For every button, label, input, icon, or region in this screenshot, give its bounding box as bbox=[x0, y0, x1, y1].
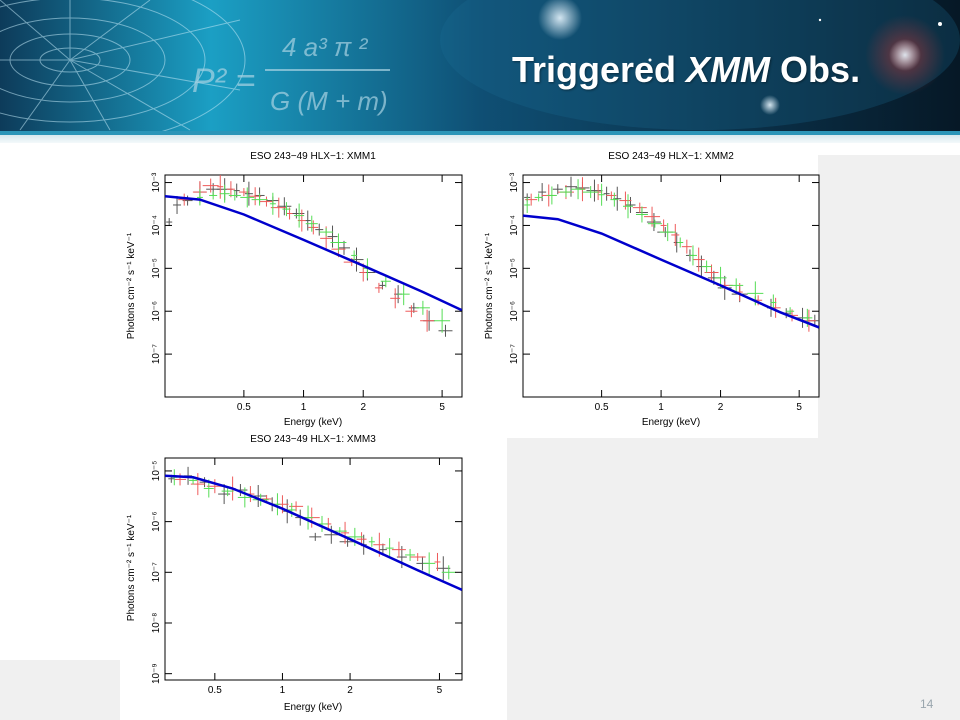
x-axis-label: Energy (keV) bbox=[642, 417, 700, 428]
y-axis-label: Photons cm⁻² s⁻¹ keV⁻¹ bbox=[126, 232, 137, 339]
y-tick-label: 10⁻⁵ bbox=[509, 258, 520, 279]
y-tick-label: 10⁻⁷ bbox=[151, 344, 162, 364]
x-tick-label: 2 bbox=[347, 685, 353, 696]
x-tick-label: 1 bbox=[280, 685, 286, 696]
x-axis-label: Energy (keV) bbox=[284, 417, 342, 428]
y-tick-label: 10⁻⁹ bbox=[151, 663, 162, 684]
y-tick-label: 10⁻⁶ bbox=[151, 511, 162, 532]
title-italic: XMM bbox=[686, 49, 771, 90]
plot-area bbox=[523, 176, 819, 332]
x-tick-label: 2 bbox=[360, 402, 366, 413]
spectrum-chart-xmm1: ESO 243−49 HLX−1: XMM1 2004-11-23 Energy… bbox=[126, 151, 463, 428]
x-tick-label: 5 bbox=[437, 685, 443, 696]
y-tick-label: 10⁻⁶ bbox=[509, 301, 520, 322]
header-banner: P² = 4 a³ π ² G (M + m) bbox=[0, 0, 960, 131]
y-tick-label: 10⁻⁴ bbox=[509, 215, 520, 236]
chart-title: ESO 243−49 HLX−1: XMM1 bbox=[250, 151, 376, 162]
model-curve bbox=[165, 474, 462, 592]
y-tick-label: 10⁻⁵ bbox=[151, 461, 162, 482]
title-end: Obs. bbox=[770, 49, 861, 90]
formula-denominator: G (M + m) bbox=[270, 86, 388, 116]
slide-title: Triggered XMM Obs. bbox=[512, 48, 860, 92]
y-tick-label: 10⁻⁴ bbox=[151, 215, 162, 236]
model-curve bbox=[165, 194, 462, 312]
model-curve bbox=[523, 214, 819, 329]
x-tick-label: 5 bbox=[796, 402, 802, 413]
plot-frame bbox=[522, 174, 820, 398]
plot-area bbox=[165, 466, 462, 592]
banner-background: P² = 4 a³ π ² G (M + m) bbox=[0, 0, 960, 131]
x-tick-label: 1 bbox=[301, 402, 307, 413]
x-tick-label: 0.5 bbox=[595, 402, 609, 413]
spectrum-chart-xmm3: ESO 243−49 HLX−1: XMM3 2010-05-14 Energy… bbox=[126, 434, 463, 713]
header-stripe bbox=[0, 131, 960, 135]
plot-area bbox=[165, 175, 462, 337]
formula-lhs: P² = bbox=[192, 62, 255, 100]
background-panel bbox=[507, 438, 960, 720]
plot-frame bbox=[164, 174, 463, 398]
title-main: Triggered bbox=[512, 49, 687, 90]
y-axis-label: Photons cm⁻² s⁻¹ keV⁻¹ bbox=[484, 232, 495, 339]
x-tick-label: 1 bbox=[658, 402, 664, 413]
y-tick-label: 10⁻³ bbox=[151, 172, 162, 192]
y-axis-label: Photons cm⁻² s⁻¹ keV⁻¹ bbox=[126, 514, 137, 621]
x-tick-label: 5 bbox=[439, 402, 445, 413]
page-number: 14 bbox=[920, 697, 934, 711]
y-tick-label: 10⁻⁶ bbox=[151, 301, 162, 322]
chart-title: ESO 243−49 HLX−1: XMM3 bbox=[250, 434, 376, 445]
x-tick-label: 2 bbox=[718, 402, 724, 413]
formula-numerator: 4 a³ π ² bbox=[282, 32, 369, 62]
header-stripe-light bbox=[0, 135, 960, 143]
y-tick-label: 10⁻⁸ bbox=[151, 613, 162, 634]
chart-title: ESO 243−49 HLX−1: XMM2 bbox=[608, 151, 734, 162]
y-tick-label: 10⁻⁷ bbox=[151, 562, 162, 582]
y-tick-label: 10⁻³ bbox=[509, 172, 520, 192]
y-tick-label: 10⁻⁷ bbox=[509, 344, 520, 364]
spectrum-chart-xmm2: ESO 243−49 HLX−1: XMM2 2008-11-28 Energy… bbox=[484, 151, 820, 428]
y-tick-label: 10⁻⁵ bbox=[151, 258, 162, 279]
x-axis-label: Energy (keV) bbox=[284, 702, 342, 713]
background-panel bbox=[0, 660, 120, 720]
x-tick-label: 0.5 bbox=[208, 685, 222, 696]
x-tick-label: 0.5 bbox=[237, 402, 251, 413]
